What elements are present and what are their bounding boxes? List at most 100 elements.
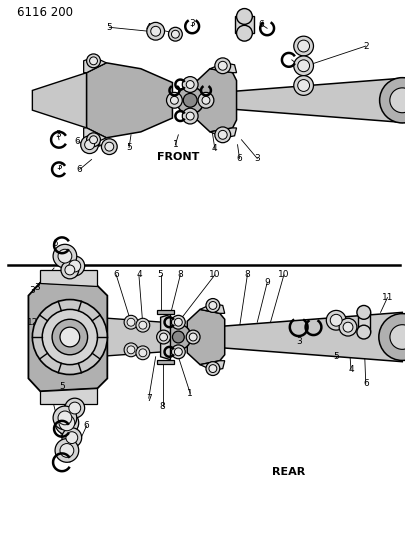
Text: 5: 5 [333, 352, 339, 361]
Circle shape [171, 30, 180, 38]
Circle shape [166, 324, 191, 350]
Circle shape [379, 313, 408, 360]
Text: 4: 4 [348, 365, 354, 374]
Circle shape [176, 86, 204, 114]
Circle shape [218, 131, 227, 139]
Text: 10: 10 [278, 270, 290, 279]
Circle shape [183, 93, 197, 107]
Circle shape [206, 298, 220, 312]
Circle shape [209, 302, 217, 310]
Text: 4: 4 [304, 39, 309, 49]
Text: 5: 5 [158, 270, 164, 279]
Circle shape [65, 265, 75, 275]
Circle shape [124, 343, 138, 357]
Text: 5: 5 [106, 23, 112, 32]
Circle shape [182, 77, 198, 92]
Text: 5: 5 [126, 143, 132, 152]
Circle shape [160, 333, 168, 341]
Circle shape [42, 310, 98, 365]
Circle shape [139, 349, 147, 357]
Circle shape [58, 411, 72, 425]
Text: 3: 3 [56, 162, 62, 171]
Text: 3: 3 [296, 337, 302, 346]
Polygon shape [29, 283, 107, 391]
Text: REAR: REAR [272, 467, 306, 477]
Circle shape [90, 136, 98, 144]
Circle shape [171, 345, 185, 359]
Text: 8: 8 [244, 270, 250, 279]
Circle shape [186, 112, 194, 120]
Circle shape [166, 92, 182, 108]
Text: 3: 3 [255, 154, 260, 163]
Circle shape [171, 96, 178, 104]
Circle shape [189, 333, 197, 341]
Circle shape [330, 314, 342, 326]
Circle shape [53, 244, 77, 268]
Text: 6: 6 [75, 137, 81, 146]
Circle shape [215, 58, 231, 74]
Circle shape [84, 140, 95, 150]
Polygon shape [157, 310, 174, 314]
Text: 12: 12 [27, 318, 38, 327]
Circle shape [357, 305, 371, 319]
Text: 6: 6 [77, 165, 82, 174]
Text: 6: 6 [52, 239, 58, 248]
Circle shape [343, 322, 353, 332]
Circle shape [52, 319, 88, 355]
Circle shape [298, 40, 310, 52]
Polygon shape [187, 310, 225, 365]
Text: 3: 3 [34, 283, 40, 292]
Circle shape [173, 331, 184, 343]
Text: 1: 1 [173, 140, 178, 149]
Circle shape [55, 439, 79, 462]
Polygon shape [84, 128, 106, 144]
Circle shape [326, 310, 346, 330]
Circle shape [390, 325, 408, 349]
Circle shape [294, 56, 313, 76]
Circle shape [127, 346, 135, 354]
Polygon shape [40, 389, 98, 404]
Circle shape [206, 362, 220, 375]
Text: 3: 3 [49, 394, 55, 403]
Text: 6: 6 [113, 270, 119, 279]
Circle shape [53, 406, 77, 430]
Polygon shape [157, 360, 174, 364]
Circle shape [174, 348, 182, 356]
Circle shape [66, 432, 78, 443]
Text: 11: 11 [382, 293, 393, 302]
Circle shape [32, 300, 107, 375]
Circle shape [237, 26, 252, 41]
Polygon shape [161, 314, 171, 360]
Circle shape [198, 92, 214, 108]
Text: 9: 9 [264, 278, 270, 287]
Polygon shape [86, 63, 173, 138]
Circle shape [218, 61, 227, 70]
Circle shape [169, 27, 182, 41]
Text: 5: 5 [59, 382, 65, 391]
Circle shape [105, 142, 114, 151]
Text: 6116 200: 6116 200 [17, 6, 73, 19]
Polygon shape [84, 57, 106, 72]
Circle shape [294, 76, 313, 95]
Circle shape [62, 428, 82, 448]
Polygon shape [195, 69, 237, 132]
Circle shape [127, 318, 135, 326]
Circle shape [379, 78, 408, 123]
Circle shape [357, 325, 371, 339]
Circle shape [186, 80, 194, 88]
Polygon shape [358, 312, 370, 332]
Circle shape [136, 318, 150, 332]
Text: 4: 4 [71, 407, 77, 416]
Text: 6: 6 [304, 67, 309, 76]
Circle shape [209, 365, 217, 373]
Polygon shape [210, 312, 402, 362]
Circle shape [69, 260, 81, 272]
Circle shape [157, 330, 171, 344]
Circle shape [90, 57, 98, 65]
Circle shape [136, 346, 150, 360]
Polygon shape [210, 128, 237, 138]
Text: FRONT: FRONT [157, 151, 200, 161]
Circle shape [237, 9, 252, 25]
Text: 10: 10 [209, 270, 221, 279]
Circle shape [298, 79, 310, 92]
